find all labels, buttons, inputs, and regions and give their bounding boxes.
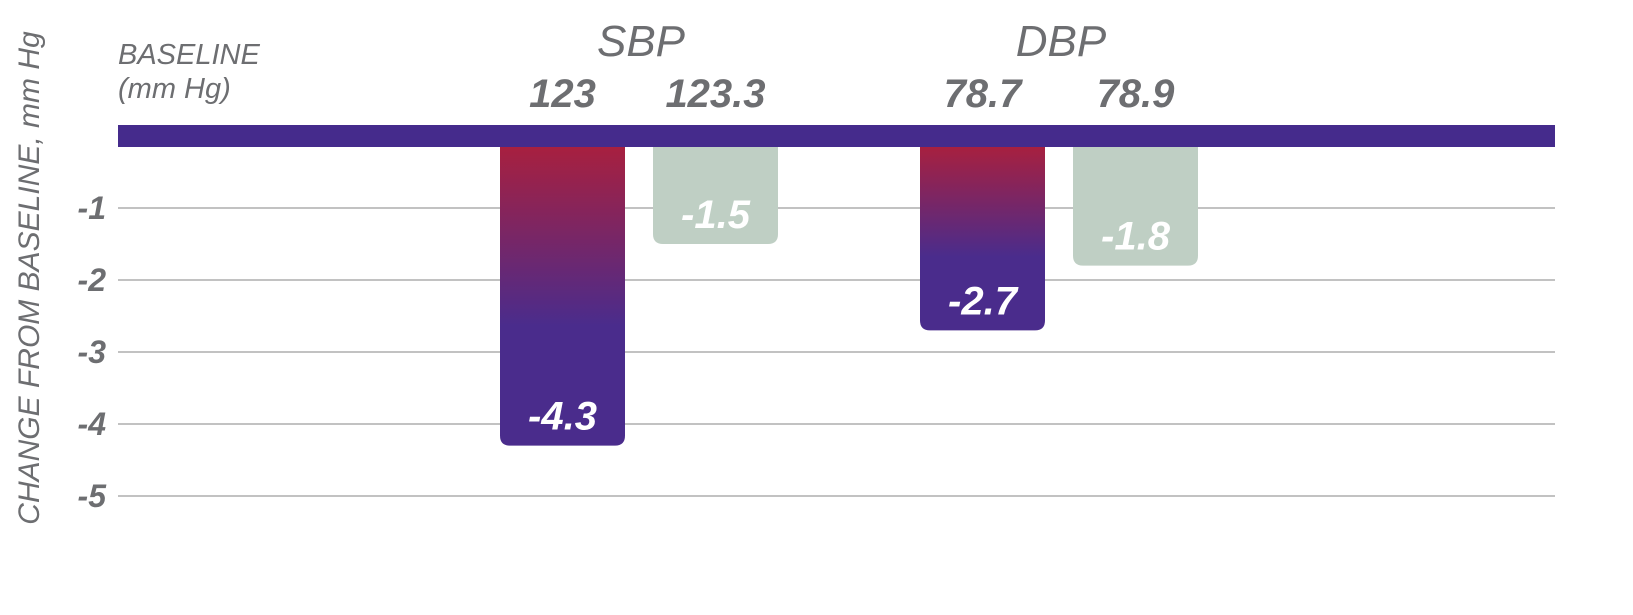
category-label: SBP xyxy=(597,17,686,66)
y-axis-title-container: CHANGE FROM BASELINE, mm Hg xyxy=(0,0,60,560)
y-axis-title: CHANGE FROM BASELINE, mm Hg xyxy=(13,31,46,525)
baseline-label-line1: BASELINE xyxy=(118,39,260,71)
bar-value-label: -1.8 xyxy=(1101,215,1171,259)
bar xyxy=(920,146,1045,331)
baseline-bar xyxy=(118,125,1555,147)
y-tick-label: -3 xyxy=(78,334,107,370)
y-tick-label: -2 xyxy=(78,262,107,298)
category-label: DBP xyxy=(1016,17,1107,66)
baseline-label-line2: (mm Hg) xyxy=(118,73,231,105)
grid-lines xyxy=(118,207,1555,497)
y-tick-label: -1 xyxy=(78,190,106,226)
baseline-value-label: 123.3 xyxy=(665,72,765,116)
bars xyxy=(118,125,1555,446)
bar-value-label: -1.5 xyxy=(681,193,751,237)
baseline-label: BASELINE (mm Hg) xyxy=(118,38,260,106)
baseline-value-label: 123 xyxy=(529,72,596,116)
y-tick-label: -4 xyxy=(78,406,107,442)
bar-value-label: -4.3 xyxy=(528,395,597,439)
baseline-value-label: 78.9 xyxy=(1097,72,1176,116)
bar-value-label: -2.7 xyxy=(948,279,1019,323)
bar xyxy=(653,146,778,244)
bar xyxy=(1073,146,1198,266)
y-tick-label: -5 xyxy=(78,478,108,514)
baseline-value-label: 78.7 xyxy=(944,72,1024,116)
bar xyxy=(500,146,625,446)
